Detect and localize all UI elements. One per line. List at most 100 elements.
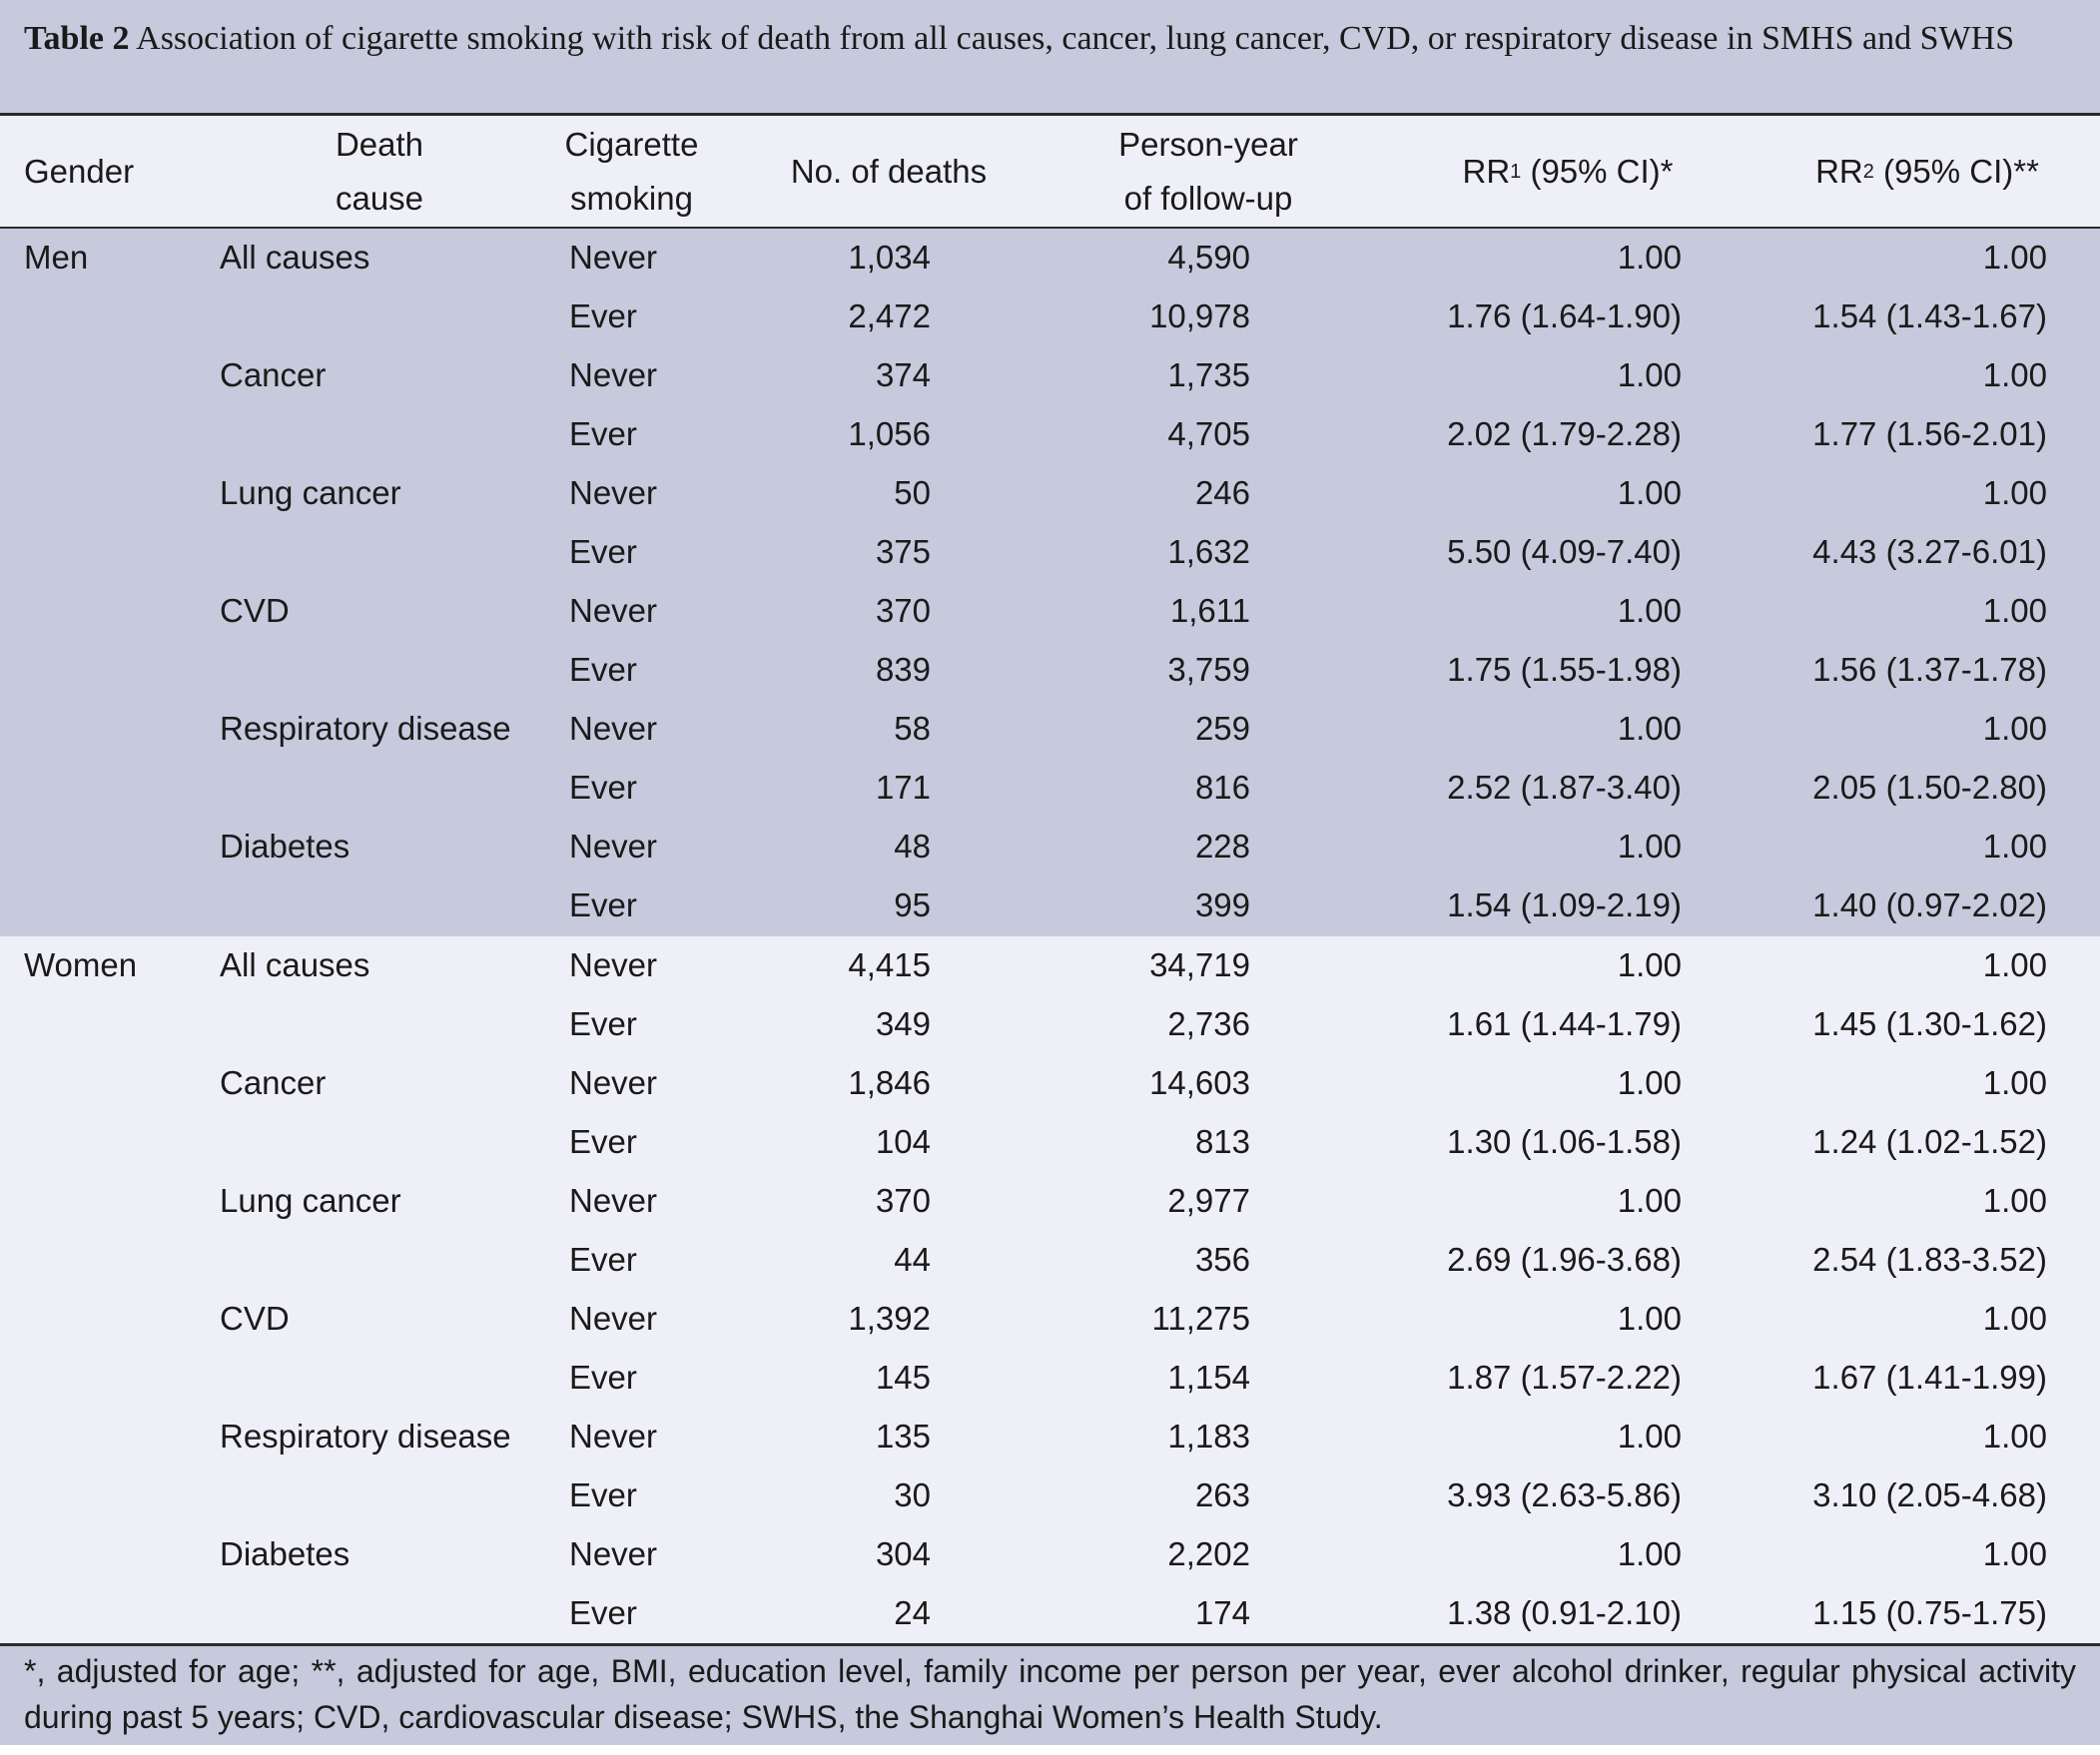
cell-cigarette-smoking: Ever [569,1359,637,1396]
women-section: Women All causes Never 4,415 34,719 1.00 1.00 E… [0,936,2100,1646]
cell-no-of-deaths: 171 [875,769,931,806]
men-section: Men All causes Never 1,034 4,590 1.00 1.00 Ever… [0,229,2100,936]
cell-rr1: 1.00 [1617,592,1682,629]
cell-death-cause [220,994,549,1053]
header-smoking-line2: smoking [570,179,693,217]
cell-person-years: 2,202 [1167,1535,1250,1572]
cell-rr2: 1.00 [1982,1535,2047,1572]
cell-rr1: 1.87 (1.57-2.22) [1447,1359,1682,1396]
table-row: Cancer Never 1,846 14,603 1.00 1.00 [0,1053,2100,1112]
cell-rr2: 1.00 [1982,474,2047,511]
header-rr1-prefix: RR [1462,152,1511,190]
cell-person-years: 259 [1194,710,1250,747]
cell-rr2: 1.24 (1.02-1.52) [1812,1123,2047,1160]
cell-person-years: 1,183 [1167,1418,1250,1455]
cell-rr1: 5.50 (4.09-7.40) [1447,533,1682,570]
cell-gender [24,1348,214,1407]
cell-death-cause: Lung cancer [220,474,401,511]
cell-gender [24,1230,214,1289]
table-row: Ever 44 356 2.69 (1.96-3.68) 2.54 (1.83-3.52… [0,1230,2100,1289]
cell-rr1: 1.00 [1617,1182,1682,1219]
cell-no-of-deaths: 1,034 [848,239,931,276]
cell-gender [24,1524,214,1583]
cell-gender [24,1583,214,1642]
cell-rr2: 1.00 [1982,1418,2047,1455]
cell-no-of-deaths: 30 [894,1476,931,1513]
cell-gender [24,522,214,581]
table-footnote: *, adjusted for age; **, adjusted for ag… [0,1646,2100,1745]
table-row: Ever 349 2,736 1.61 (1.44-1.79) 1.45 (1.30-1… [0,994,2100,1053]
cell-person-years: 4,705 [1167,415,1250,452]
header-rr1: RR 1 (95% CI)* [1398,116,1738,227]
cell-rr2: 1.00 [1982,710,2047,747]
cell-rr1: 1.00 [1617,1418,1682,1455]
cell-no-of-deaths: 1,392 [848,1300,931,1337]
cell-person-years: 174 [1194,1594,1250,1631]
cell-death-cause: Respiratory disease [220,710,511,747]
table-header-row: Gender Death cause Cigarette smoking No.… [0,116,2100,229]
cell-death-cause: Respiratory disease [220,1418,511,1455]
cell-gender [24,1289,214,1348]
table-row: Lung cancer Never 50 246 1.00 1.00 [0,463,2100,522]
cell-gender [24,1171,214,1230]
cell-cigarette-smoking: Never [569,946,658,983]
cell-rr1: 1.30 (1.06-1.58) [1447,1123,1682,1160]
cell-rr2: 2.05 (1.50-2.80) [1812,769,2047,806]
cell-rr2: 1.00 [1982,1064,2047,1101]
cell-cigarette-smoking: Ever [569,1594,637,1631]
table-row: Women All causes Never 4,415 34,719 1.00 1.00 [0,935,2100,994]
header-person-year-line1: Person-year [1118,125,1298,163]
cell-death-cause: CVD [220,1300,290,1337]
cell-gender [24,1112,214,1171]
cell-death-cause [220,1230,549,1289]
header-person-year-line2: of follow-up [1123,179,1293,217]
table-row: CVD Never 1,392 11,275 1.00 1.00 [0,1289,2100,1348]
cell-death-cause: All causes [220,946,370,983]
table-row: Respiratory disease Never 58 259 1.00 1.00 [0,699,2100,758]
cell-cigarette-smoking: Never [569,592,658,629]
cell-gender [24,758,214,817]
cell-rr1: 1.00 [1617,356,1682,393]
cell-gender [24,287,214,345]
table-row: Respiratory disease Never 135 1,183 1.00 1.00 [0,1407,2100,1465]
cell-rr1: 3.93 (2.63-5.86) [1447,1476,1682,1513]
cell-rr1: 1.76 (1.64-1.90) [1447,297,1682,334]
table-row: Men All causes Never 1,034 4,590 1.00 1.00 [0,228,2100,287]
cell-no-of-deaths: 349 [875,1005,931,1042]
cell-gender [24,463,214,522]
cell-gender [24,817,214,876]
cell-rr2: 1.54 (1.43-1.67) [1812,297,2047,334]
cell-rr2: 1.00 [1982,592,2047,629]
table-caption-label: Table 2 [24,20,130,57]
cell-person-years: 263 [1194,1476,1250,1513]
table-caption: Table 2 Association of cigarette smoking… [0,0,2100,116]
table-row: Lung cancer Never 370 2,977 1.00 1.00 [0,1171,2100,1230]
cell-person-years: 1,735 [1167,356,1250,393]
cell-death-cause [220,876,549,934]
cell-rr1: 1.00 [1617,710,1682,747]
cell-rr2: 1.15 (0.75-1.75) [1812,1594,2047,1631]
table-row: Diabetes Never 48 228 1.00 1.00 [0,817,2100,876]
cell-person-years: 2,977 [1167,1182,1250,1219]
cell-gender: Women [24,946,138,983]
header-death-cause: Death cause [220,116,539,227]
cell-person-years: 356 [1194,1241,1250,1278]
cell-rr1: 2.02 (1.79-2.28) [1447,415,1682,452]
cell-no-of-deaths: 370 [875,1182,931,1219]
table-row: Ever 171 816 2.52 (1.87-3.40) 2.05 (1.50-2.8… [0,758,2100,817]
cell-cigarette-smoking: Never [569,828,658,865]
cell-cigarette-smoking: Never [569,239,658,276]
cell-gender [24,581,214,640]
table-row: Ever 1,056 4,705 2.02 (1.79-2.28) 1.77 (1.56… [0,404,2100,463]
cell-rr2: 2.54 (1.83-3.52) [1812,1241,2047,1278]
cell-no-of-deaths: 48 [894,828,931,865]
cell-rr1: 2.52 (1.87-3.40) [1447,769,1682,806]
cell-no-of-deaths: 1,056 [848,415,931,452]
cell-cigarette-smoking: Never [569,1064,658,1101]
header-person-year: Person-year of follow-up [1078,116,1338,227]
header-rr1-subscript: 1 [1510,160,1522,183]
header-death-cause-line2: cause [335,179,424,217]
cell-death-cause: Lung cancer [220,1182,401,1219]
cell-person-years: 228 [1194,828,1250,865]
cell-cigarette-smoking: Never [569,474,658,511]
